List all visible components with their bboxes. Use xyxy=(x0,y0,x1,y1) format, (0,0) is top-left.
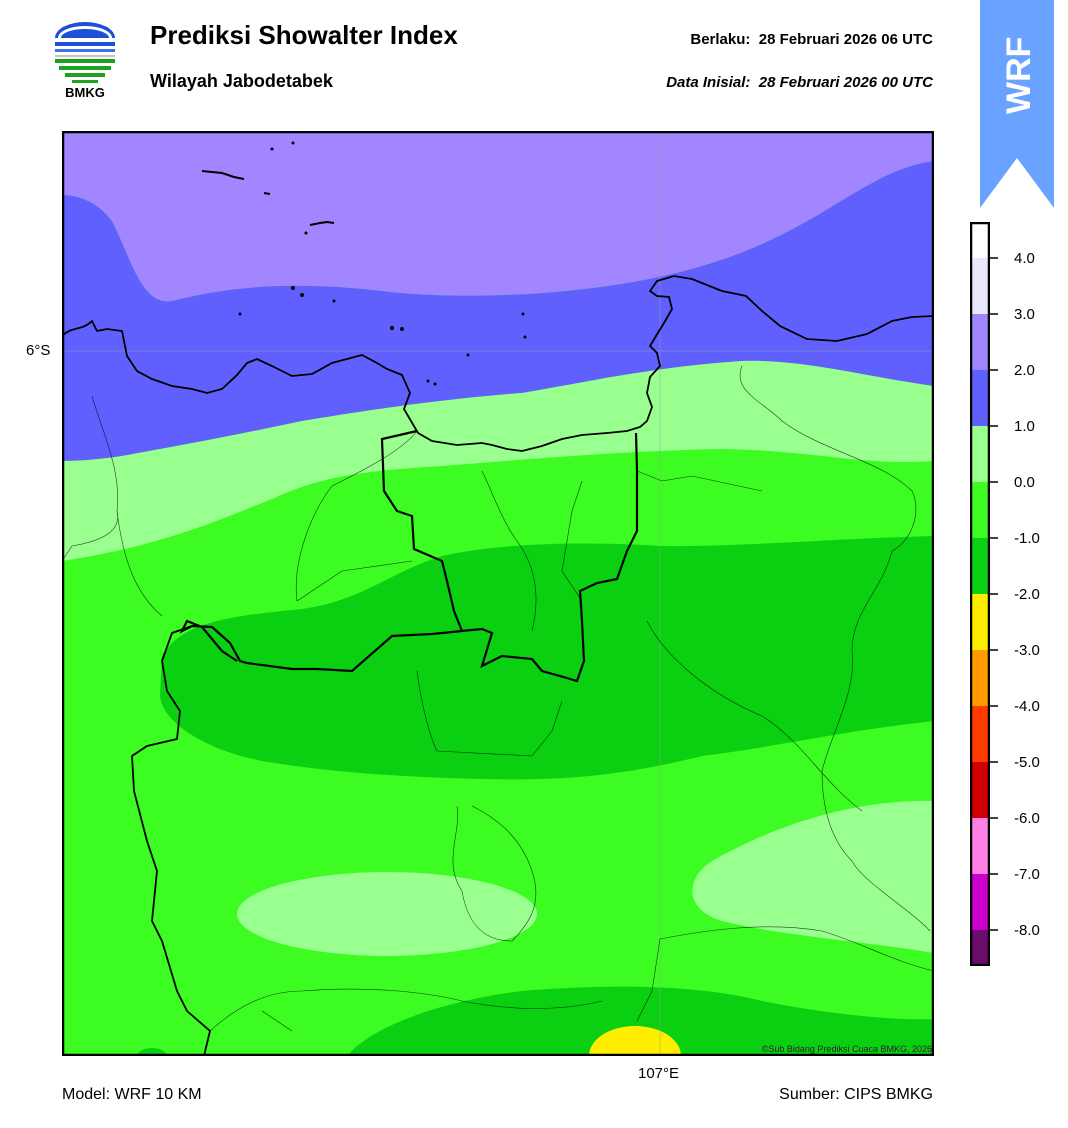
colorbar-segment xyxy=(970,370,990,426)
colorbar-segment xyxy=(970,314,990,370)
band-minus2-to-minus1 xyxy=(160,536,934,780)
island xyxy=(309,220,335,226)
band-2-to-3 xyxy=(62,131,934,302)
colorbar-segment xyxy=(970,818,990,874)
colorbar-label: 4.0 xyxy=(1014,250,1035,267)
band-1-to-2 xyxy=(62,161,934,461)
valid-value: 28 Februari 2026 06 UTC xyxy=(758,31,933,48)
colorbar-segment xyxy=(970,706,990,762)
colorbar-label: 1.0 xyxy=(1014,418,1035,435)
bmkg-logo xyxy=(55,22,115,83)
region-boundary xyxy=(179,619,463,673)
map-frame xyxy=(62,131,934,1056)
island xyxy=(390,326,394,330)
page-subtitle: Wilayah Jabodetabek xyxy=(150,71,333,91)
band-0-to-1 xyxy=(62,360,934,561)
colorbar-segment xyxy=(970,538,990,594)
colorbar-label: -4.0 xyxy=(1014,698,1040,715)
init-time: Data Inisial: 28 Februari 2026 00 UTC xyxy=(666,74,933,91)
coastline xyxy=(62,275,934,452)
colorbar-label: 0.0 xyxy=(1014,474,1035,491)
page-title: Prediksi Showalter Index xyxy=(150,20,458,50)
island xyxy=(433,382,437,386)
showalter-map: ©Sub Bidang Prediksi Cuaca BMKG, 2026 xyxy=(62,131,934,1056)
init-label: Data Inisial: xyxy=(666,74,751,91)
colorbar-segment xyxy=(970,482,990,538)
colorbar-segment xyxy=(970,874,990,930)
colorbar-segment xyxy=(970,650,990,706)
valid-label: Berlaku: xyxy=(690,31,751,48)
band-0-to-1-island-east xyxy=(692,800,934,953)
island xyxy=(304,231,308,235)
island xyxy=(521,312,525,316)
island xyxy=(332,299,336,303)
model-label: Model: WRF 10 KM xyxy=(62,1086,202,1103)
lon-label: 107°E xyxy=(638,1065,680,1082)
island xyxy=(238,312,242,316)
colorbar-label: -2.0 xyxy=(1014,586,1040,603)
island xyxy=(201,170,245,180)
island xyxy=(466,353,470,357)
wrf-ribbon-text: WRF xyxy=(1000,37,1038,114)
west-boundary xyxy=(131,625,212,1056)
colorbar-segment xyxy=(970,222,990,258)
valid-time: Berlaku: 28 Februari 2026 06 UTC xyxy=(690,31,933,48)
copyright-text: ©Sub Bidang Prediksi Cuaca BMKG, 2026 xyxy=(762,1044,932,1054)
island xyxy=(270,147,274,151)
colorbar-label: -8.0 xyxy=(1014,922,1040,939)
colorbar-label: -3.0 xyxy=(1014,642,1040,659)
colorbar-label: -7.0 xyxy=(1014,866,1040,883)
island xyxy=(426,379,430,383)
colorbar-segment xyxy=(970,426,990,482)
island xyxy=(300,293,304,297)
colorbar-label: -5.0 xyxy=(1014,754,1040,771)
island xyxy=(291,286,295,290)
colorbar-segment xyxy=(970,258,990,314)
source-label: Sumber: CIPS BMKG xyxy=(779,1086,933,1103)
colorbar xyxy=(970,222,990,966)
island xyxy=(291,141,295,145)
colorbar-ticks xyxy=(990,257,998,931)
lat-label: 6°S xyxy=(26,342,51,359)
colorbar-label: -1.0 xyxy=(1014,530,1040,547)
colorbar-segment xyxy=(970,762,990,818)
island xyxy=(400,327,404,331)
colorbar-frame xyxy=(970,222,990,966)
colorbar-label: 2.0 xyxy=(1014,362,1035,379)
colorbar-label: -6.0 xyxy=(1014,810,1040,827)
district-boundaries xyxy=(62,365,934,1032)
band-minus2-to-minus1-south xyxy=(347,986,934,1056)
logo-text: BMKG xyxy=(65,85,105,100)
init-value: 28 Februari 2026 00 UTC xyxy=(758,74,933,91)
band-minus3-to-minus2 xyxy=(589,1026,681,1056)
wrf-ribbon: WRF xyxy=(980,0,1054,208)
colorbar-segment xyxy=(970,930,990,966)
colorbar-segment xyxy=(970,594,990,650)
island xyxy=(523,335,527,339)
island xyxy=(263,192,271,195)
band-0-to-1-island-west xyxy=(237,872,537,956)
colorbar-label: 3.0 xyxy=(1014,306,1035,323)
region-boundary xyxy=(380,429,639,683)
